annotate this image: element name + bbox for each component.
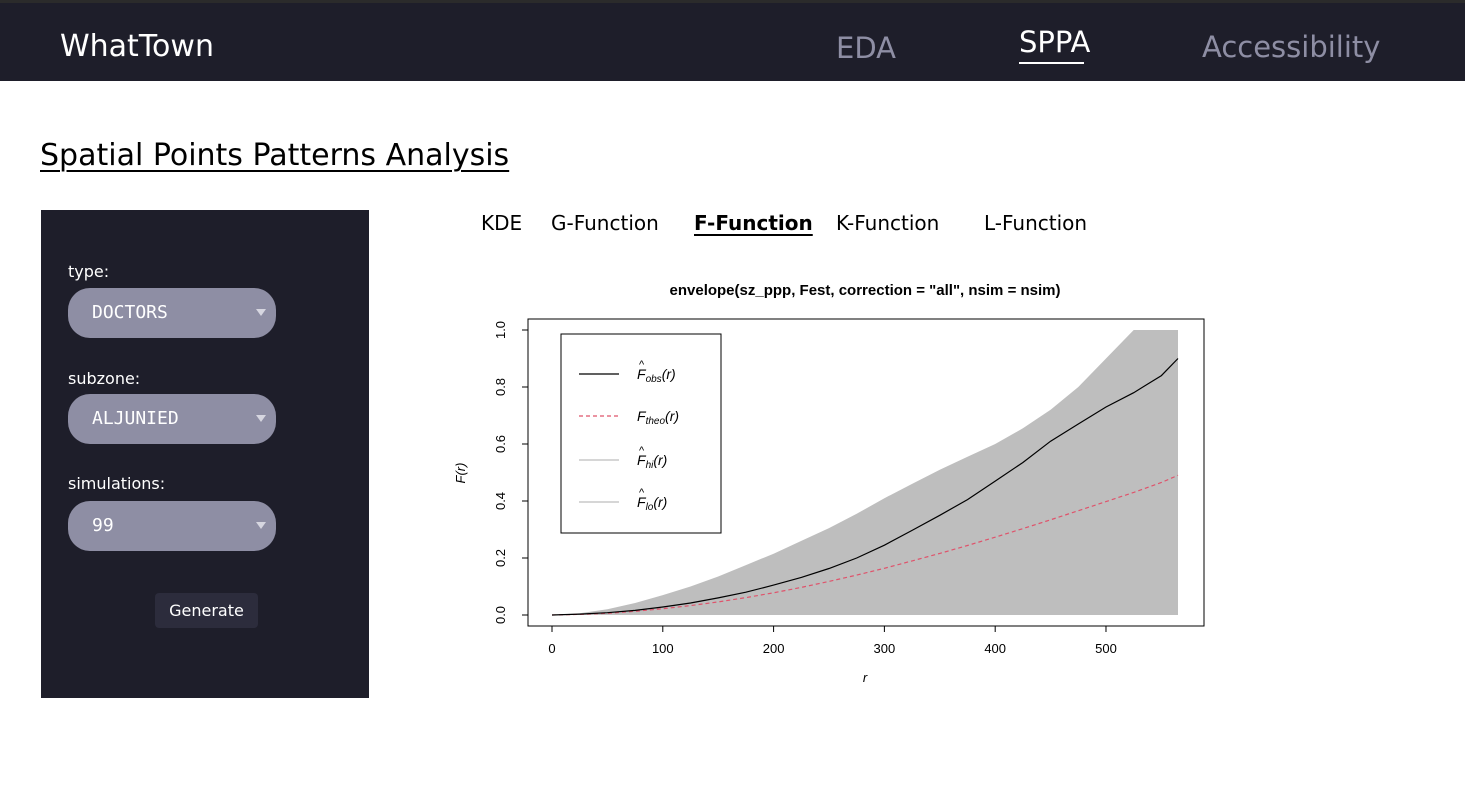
legend-label: Fobs(r) [637,366,676,385]
y-tick-label: 0.4 [493,492,508,510]
controls-panel: type: DOCTORS subzone: ALJUNIED simulati… [41,210,369,698]
type-select[interactable]: DOCTORS [68,288,276,338]
y-axis-label: F(r) [453,463,468,484]
y-tick-label: 0.8 [493,378,508,396]
legend-label: Ftheo(r) [637,408,679,427]
nav-sppa[interactable]: SPPA [1019,25,1091,59]
type-select-value: DOCTORS [92,302,168,323]
subzone-select[interactable]: ALJUNIED [68,394,276,444]
chevron-down-icon [256,309,266,316]
series-line-obs [551,358,1179,616]
x-axis-label: r [863,670,868,685]
brand-logo[interactable]: WhatTown [60,29,214,64]
legend-hat-mark: ^ [639,359,645,371]
legend-box [560,333,722,534]
series-line-theo [551,474,1179,616]
chevron-down-icon [256,522,266,529]
tab-kde[interactable]: KDE [481,211,523,235]
legend-label: Flo(r) [637,494,667,513]
tab-f-function[interactable]: F-Function [694,211,813,235]
simulations-label: simulations: [68,474,166,493]
nav-active-indicator [1019,62,1084,64]
type-label: type: [68,262,110,281]
x-tick-label: 0 [548,641,555,656]
tab-k-function[interactable]: K-Function [836,211,940,235]
tab-g-function[interactable]: G-Function [551,211,659,235]
y-tick-label: 1.0 [493,321,508,339]
y-tick-label: 0.0 [493,606,508,624]
x-tick-label: 300 [874,641,896,656]
subzone-label: subzone: [68,369,141,388]
y-tick-label: 0.6 [493,435,508,453]
legend-label: Fhi(r) [637,452,667,471]
f-function-envelope-chart: envelope(sz_ppp, Fest, correction = "all… [453,282,1205,685]
chart-title: envelope(sz_ppp, Fest, correction = "all… [670,282,1061,299]
x-tick-label: 500 [1095,641,1117,656]
legend-hat-mark: ^ [639,445,645,457]
top-navbar: WhatTown EDA SPPA Accessibility [0,0,1465,81]
nav-eda[interactable]: EDA [836,31,896,65]
tab-l-function[interactable]: L-Function [984,211,1088,235]
x-tick-label: 400 [984,641,1006,656]
x-tick-label: 100 [652,641,674,656]
nav-accessibility[interactable]: Accessibility [1202,30,1381,64]
subzone-select-value: ALJUNIED [92,408,179,429]
generate-button[interactable]: Generate [155,593,258,628]
chevron-down-icon [256,415,266,422]
envelope-band [552,330,1178,615]
x-tick-label: 200 [763,641,785,656]
simulations-select[interactable]: 99 [68,501,276,551]
page-title: Spatial Points Patterns Analysis [40,138,510,173]
y-tick-label: 0.2 [493,549,508,567]
legend-hat-mark: ^ [639,487,645,499]
chart-legend: Fobs(r)^Ftheo(r)Fhi(r)^Flo(r)^ [560,333,722,534]
simulations-select-value: 99 [92,515,114,536]
